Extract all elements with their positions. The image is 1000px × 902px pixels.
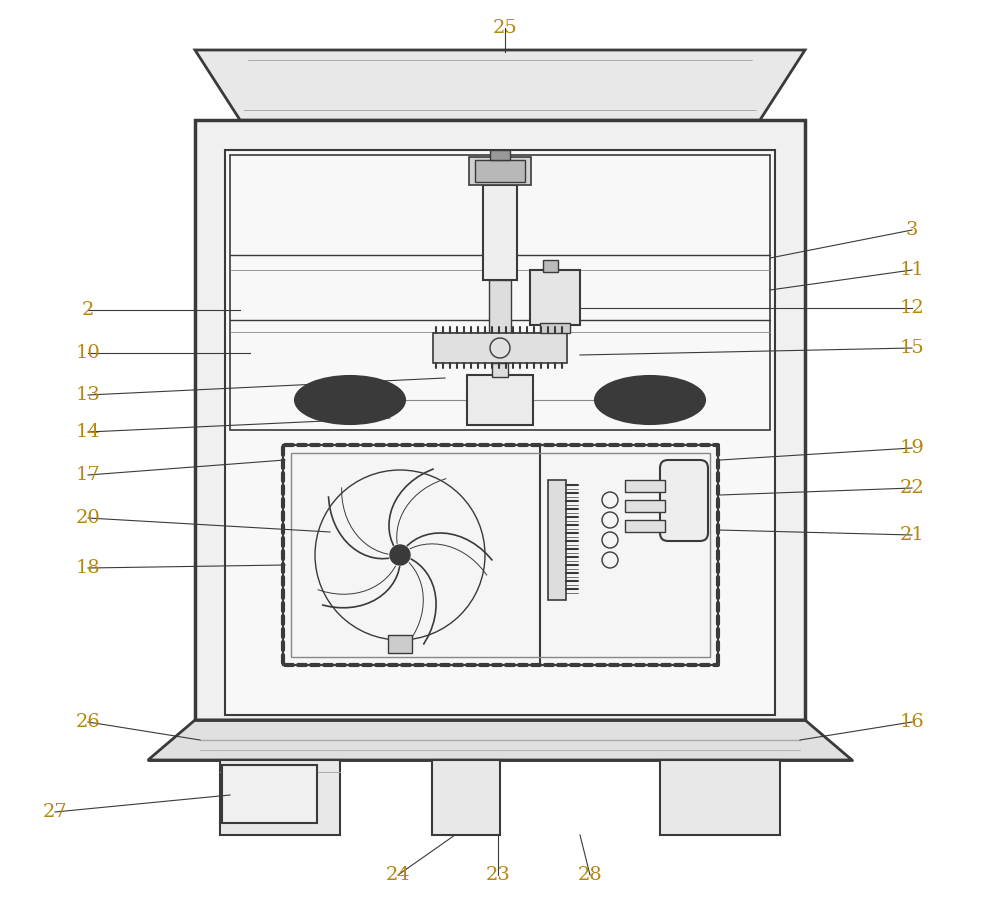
Bar [283, 445, 718, 665]
FancyBboxPatch shape [660, 460, 708, 541]
Bar [222, 765, 317, 823]
Text: 26: 26 [76, 713, 100, 731]
Text: 20: 20 [76, 509, 100, 527]
Text: 13: 13 [76, 386, 100, 404]
Text: 10: 10 [76, 344, 100, 362]
Text: 28: 28 [578, 866, 602, 884]
Text: 27: 27 [43, 803, 67, 821]
Bar [492, 363, 508, 377]
Polygon shape [195, 50, 805, 120]
Bar [195, 120, 805, 720]
Bar [543, 260, 558, 272]
Bar [548, 480, 566, 600]
Ellipse shape [295, 376, 405, 424]
Bar [483, 185, 517, 280]
Bar [540, 323, 570, 333]
Bar [469, 157, 531, 185]
Text: 18: 18 [76, 559, 100, 577]
Text: 24: 24 [386, 866, 410, 884]
Bar [530, 270, 580, 325]
Bar [625, 500, 665, 512]
Text: 25: 25 [493, 19, 517, 37]
Bar [230, 155, 770, 430]
Bar [220, 760, 340, 835]
Bar [475, 160, 525, 182]
Text: 14: 14 [76, 423, 100, 441]
Bar [660, 760, 780, 835]
Text: 12: 12 [900, 299, 924, 317]
Bar [388, 635, 412, 653]
Bar [625, 480, 665, 492]
Text: 16: 16 [900, 713, 924, 731]
Ellipse shape [595, 376, 705, 424]
Text: 2: 2 [82, 301, 94, 319]
Bar [225, 150, 775, 715]
Text: 15: 15 [900, 339, 924, 357]
Text: 11: 11 [900, 261, 924, 279]
Text: 23: 23 [486, 866, 510, 884]
Bar [291, 453, 710, 657]
Text: 17: 17 [76, 466, 100, 484]
Bar [625, 520, 665, 532]
Text: 3: 3 [906, 221, 918, 239]
Bar [433, 333, 567, 363]
Circle shape [390, 545, 410, 565]
Bar [490, 150, 510, 160]
Text: 19: 19 [900, 439, 924, 457]
Bar [489, 280, 511, 335]
Polygon shape [148, 720, 852, 760]
Bar [467, 375, 533, 425]
Text: 21: 21 [900, 526, 924, 544]
Text: 22: 22 [900, 479, 924, 497]
Bar [432, 760, 500, 835]
